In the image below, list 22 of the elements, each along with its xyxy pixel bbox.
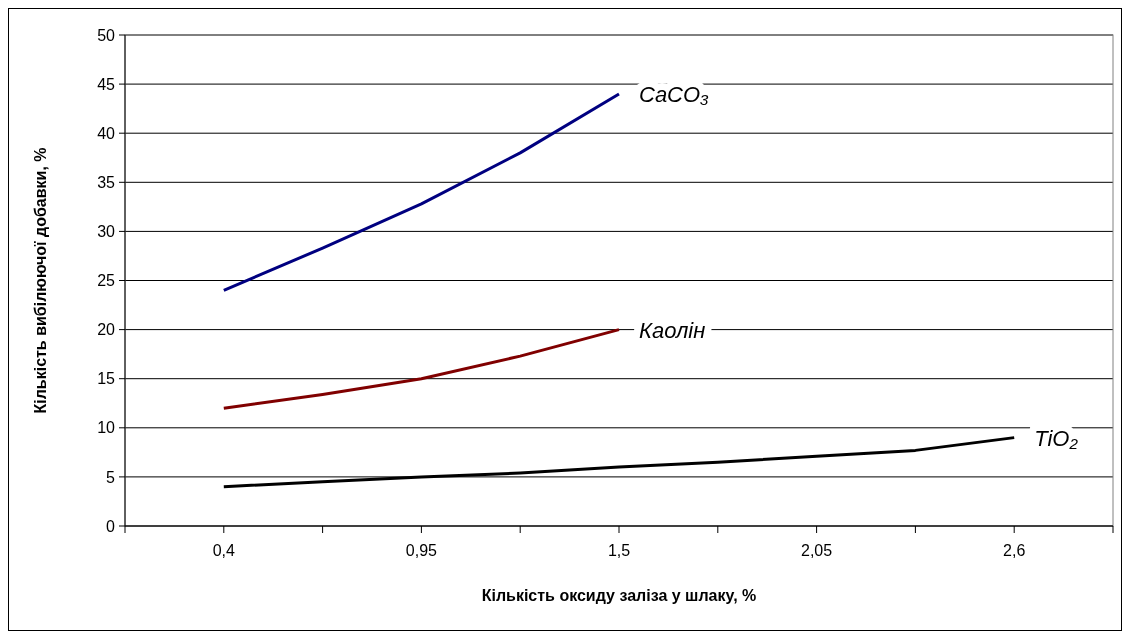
series-label: CaCO₃ [639,81,710,107]
y-tick-label: 30 [97,223,116,240]
y-tick-label: 40 [97,124,116,142]
y-tick-label: 50 [97,26,116,44]
y-tick-label: 15 [97,370,116,388]
y-tick-label: 45 [97,75,116,93]
y-tick-label: 0 [106,517,116,535]
y-tick-label: 20 [97,321,116,339]
x-tick-label: 1,5 [607,542,631,559]
x-axis-title: Кількість оксиду заліза у шлаку, % [481,587,757,604]
x-tick-label: 0,95 [405,542,438,559]
y-tick-label: 10 [97,419,116,437]
x-tick-label: 0,4 [212,542,236,559]
series-label: TiO₂ [1034,425,1079,451]
line-series [222,92,621,292]
x-tick-label: 2,05 [801,542,833,559]
y-tick-label: 5 [106,468,116,486]
y-axis-title: Кількість вибілюючої добавки, % [32,147,49,414]
y-tick-label: 35 [97,173,116,191]
y-tick-label: 25 [97,272,116,290]
x-tick-label: 2,6 [1003,542,1026,559]
line-series [222,328,621,410]
